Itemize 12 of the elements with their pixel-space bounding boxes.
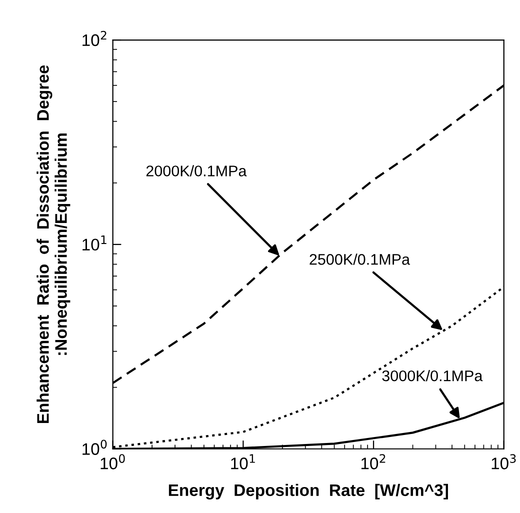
y-tick-label: 10$^{2}$ bbox=[82, 30, 106, 46]
x-tick-label: 10$^{3}$ bbox=[492, 454, 516, 470]
x-tick-label: 10$^{0}$ bbox=[100, 454, 125, 470]
y-tick-label: 10$^{1}$ bbox=[82, 235, 106, 251]
y-axis-title: Enhancement Ratio of Dissociation Degree :Nonequilibrium/Equilibrium bbox=[36, 65, 70, 423]
annotation: 2500K/0.1MPa bbox=[310, 254, 410, 265]
x-axis-title: Energy Deposition Rate [W/cm^3] bbox=[168, 484, 448, 500]
y-tick-label: 10$^{0}$ bbox=[82, 440, 107, 455]
annotation: 2000K/0.1MPa bbox=[146, 165, 247, 176]
x-tick-label: 10$^{2}$ bbox=[361, 454, 386, 470]
annotation: 3000K/0.1MPa bbox=[382, 370, 483, 382]
x-tick-label: 10$^{1}$ bbox=[231, 454, 255, 470]
